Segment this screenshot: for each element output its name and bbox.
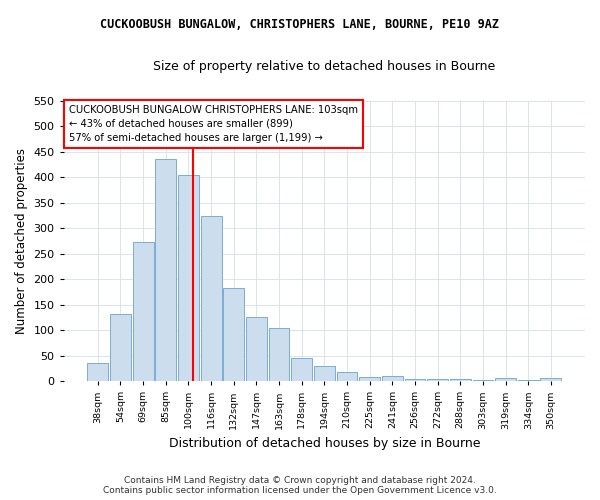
Bar: [359, 377, 380, 381]
Bar: [473, 380, 493, 381]
Bar: [246, 318, 267, 381]
Bar: [541, 378, 562, 381]
Bar: [450, 379, 470, 381]
Bar: [427, 379, 448, 381]
Bar: [382, 376, 403, 381]
Bar: [88, 364, 108, 381]
X-axis label: Distribution of detached houses by size in Bourne: Distribution of detached houses by size …: [169, 437, 480, 450]
Bar: [518, 380, 539, 381]
Bar: [291, 358, 312, 381]
Bar: [155, 159, 176, 381]
Title: Size of property relative to detached houses in Bourne: Size of property relative to detached ho…: [153, 60, 496, 73]
Text: Contains HM Land Registry data © Crown copyright and database right 2024.
Contai: Contains HM Land Registry data © Crown c…: [103, 476, 497, 495]
Bar: [495, 378, 516, 381]
Bar: [337, 372, 358, 381]
Bar: [223, 288, 244, 381]
Text: CUCKOOBUSH BUNGALOW, CHRISTOPHERS LANE, BOURNE, PE10 9AZ: CUCKOOBUSH BUNGALOW, CHRISTOPHERS LANE, …: [101, 18, 499, 30]
Y-axis label: Number of detached properties: Number of detached properties: [15, 148, 28, 334]
Bar: [314, 366, 335, 381]
Bar: [178, 174, 199, 381]
Bar: [133, 242, 154, 381]
Bar: [110, 314, 131, 381]
Bar: [200, 216, 221, 381]
Bar: [269, 328, 289, 381]
Bar: [404, 378, 425, 381]
Text: CUCKOOBUSH BUNGALOW CHRISTOPHERS LANE: 103sqm
← 43% of detached houses are small: CUCKOOBUSH BUNGALOW CHRISTOPHERS LANE: 1…: [69, 105, 358, 143]
